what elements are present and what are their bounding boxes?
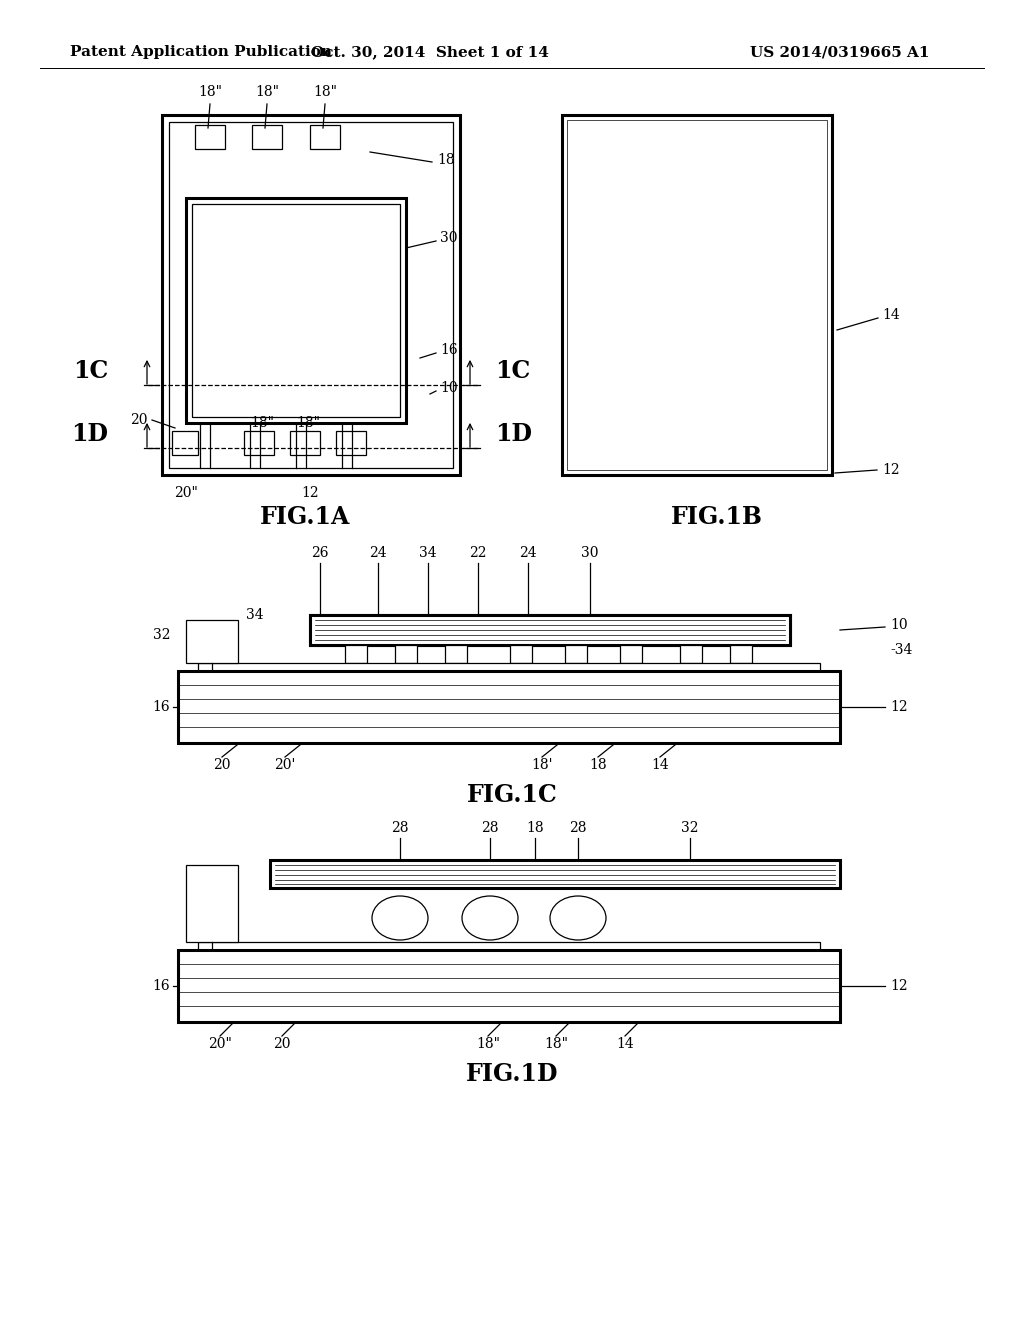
- Text: 30: 30: [440, 231, 458, 246]
- Text: 18: 18: [526, 821, 544, 836]
- Bar: [567, 120, 827, 470]
- Text: 20: 20: [130, 413, 148, 426]
- Bar: [310, 615, 790, 645]
- Ellipse shape: [372, 896, 428, 940]
- Text: Oct. 30, 2014  Sheet 1 of 14: Oct. 30, 2014 Sheet 1 of 14: [311, 45, 549, 59]
- Text: 1C: 1C: [73, 359, 108, 383]
- Bar: [186, 198, 406, 422]
- Text: -34: -34: [890, 643, 912, 657]
- Text: 14: 14: [616, 1038, 634, 1051]
- Text: 20: 20: [273, 1038, 291, 1051]
- Text: 12: 12: [301, 486, 318, 500]
- Text: Patent Application Publication: Patent Application Publication: [70, 45, 332, 59]
- Text: FIG.1D: FIG.1D: [466, 1063, 558, 1086]
- Text: 10: 10: [890, 618, 907, 632]
- Text: 1D: 1D: [71, 422, 108, 446]
- Text: 16: 16: [153, 979, 170, 993]
- Bar: [290, 432, 319, 455]
- Text: 24: 24: [519, 546, 537, 560]
- Bar: [162, 115, 460, 475]
- Text: FIG.1B: FIG.1B: [671, 506, 763, 529]
- Text: 20": 20": [174, 486, 198, 500]
- Bar: [172, 432, 198, 455]
- Text: 14: 14: [651, 758, 669, 772]
- Text: 28: 28: [569, 821, 587, 836]
- Text: 22: 22: [469, 546, 486, 560]
- Bar: [198, 663, 820, 671]
- Text: 34: 34: [246, 609, 263, 622]
- Text: 18: 18: [437, 153, 455, 168]
- Text: 18": 18": [313, 84, 337, 99]
- Text: FIG.1C: FIG.1C: [467, 783, 557, 807]
- Text: 14: 14: [882, 308, 900, 322]
- Text: 30: 30: [582, 546, 599, 560]
- Text: 28: 28: [391, 821, 409, 836]
- Text: 18": 18": [198, 84, 222, 99]
- Text: 12: 12: [890, 979, 907, 993]
- Text: FIG.1A: FIG.1A: [260, 506, 350, 529]
- Bar: [620, 645, 642, 663]
- Text: 1D: 1D: [495, 422, 532, 446]
- Text: 32: 32: [681, 821, 698, 836]
- Text: 26: 26: [311, 546, 329, 560]
- Bar: [510, 645, 532, 663]
- Bar: [395, 645, 417, 663]
- Bar: [336, 432, 366, 455]
- Bar: [310, 615, 790, 645]
- Bar: [310, 125, 340, 149]
- Text: 18": 18": [296, 416, 319, 430]
- Text: 16: 16: [440, 343, 458, 356]
- Text: 28: 28: [481, 821, 499, 836]
- Text: 20': 20': [274, 758, 296, 772]
- Bar: [186, 620, 238, 663]
- Text: 18": 18": [255, 84, 279, 99]
- Text: 18": 18": [544, 1038, 568, 1051]
- Bar: [562, 115, 831, 475]
- Text: 32: 32: [153, 628, 170, 642]
- Text: 16: 16: [153, 700, 170, 714]
- Bar: [186, 865, 238, 942]
- Text: 18: 18: [589, 758, 607, 772]
- Text: 20: 20: [213, 758, 230, 772]
- Text: 18": 18": [250, 416, 274, 430]
- Bar: [195, 125, 225, 149]
- Bar: [178, 950, 840, 1022]
- Bar: [730, 645, 752, 663]
- Text: 10: 10: [440, 381, 458, 395]
- Bar: [680, 645, 702, 663]
- Bar: [565, 645, 587, 663]
- Text: 12: 12: [890, 700, 907, 714]
- Ellipse shape: [462, 896, 518, 940]
- Text: 24: 24: [370, 546, 387, 560]
- Bar: [169, 121, 453, 469]
- Text: 20": 20": [208, 1038, 232, 1051]
- Bar: [445, 645, 467, 663]
- Text: 34: 34: [419, 546, 437, 560]
- Bar: [270, 861, 840, 888]
- Bar: [193, 205, 400, 417]
- Bar: [345, 645, 367, 663]
- Bar: [252, 125, 282, 149]
- Bar: [178, 671, 840, 743]
- Ellipse shape: [550, 896, 606, 940]
- Bar: [244, 432, 274, 455]
- Text: US 2014/0319665 A1: US 2014/0319665 A1: [750, 45, 930, 59]
- Bar: [198, 942, 820, 950]
- Text: 1C: 1C: [495, 359, 530, 383]
- Text: 18': 18': [531, 758, 553, 772]
- Text: 18": 18": [476, 1038, 500, 1051]
- Text: 12: 12: [882, 463, 900, 477]
